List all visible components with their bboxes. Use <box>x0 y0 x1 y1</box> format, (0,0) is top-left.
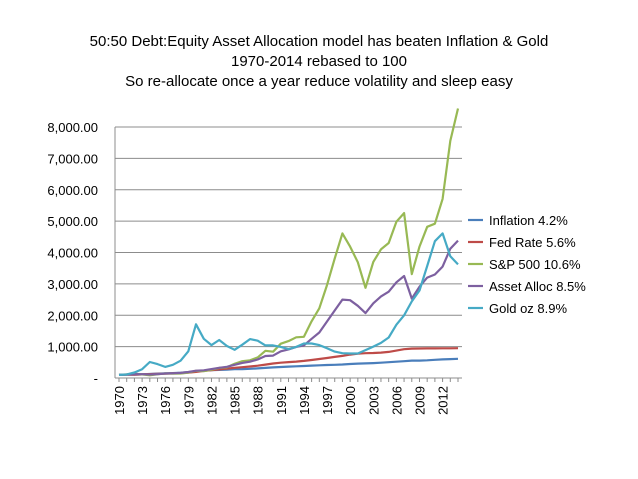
x-tick-label: 2003 <box>366 386 381 415</box>
y-tick-label: 5,000.00 <box>47 214 98 229</box>
x-tick-label: 1970 <box>112 386 127 415</box>
legend-label: Gold oz 8.9% <box>489 301 567 316</box>
x-tick-label: 1982 <box>204 386 219 415</box>
x-tick-label: 1988 <box>251 386 266 415</box>
x-tick-label: 1976 <box>158 386 173 415</box>
legend-label: S&P 500 10.6% <box>489 257 581 272</box>
y-tick-label: 6,000.00 <box>47 183 98 198</box>
x-tick-label: 2009 <box>412 386 427 415</box>
series-lines <box>118 108 460 377</box>
x-tick-label: 1994 <box>297 386 312 415</box>
x-tick-label: 2006 <box>389 386 404 415</box>
x-tick-label: 1985 <box>228 386 243 415</box>
y-tick-label: 8,000.00 <box>47 120 98 135</box>
x-tick-label: 1991 <box>274 386 289 415</box>
y-tick-label: 1,000.00 <box>47 340 98 355</box>
x-tick-label: 1997 <box>320 386 335 415</box>
y-tick-label: 7,000.00 <box>47 151 98 166</box>
legend: Inflation 4.2% Fed Rate 5.6% S&P 500 10.6%… <box>468 213 586 316</box>
chart-title-line-2: 1970-2014 rebased to 100 <box>231 53 407 70</box>
y-tick-labels: - 1,000.00 2,000.00 3,000.00 4,000.00 5,000.0… <box>47 120 98 386</box>
axes <box>114 127 462 382</box>
x-tick-label: 2000 <box>343 386 358 415</box>
chart-title-line-3: So re-allocate once a year reduce volati… <box>125 73 513 90</box>
gridlines <box>115 126 462 348</box>
legend-label: Asset Alloc 8.5% <box>489 279 586 294</box>
y-tick-label: 2,000.00 <box>47 308 98 323</box>
x-tick-label: 1973 <box>135 386 150 415</box>
y-tick-label: - <box>94 371 98 386</box>
y-tick-label: 3,000.00 <box>47 277 98 292</box>
x-tick-label: 1979 <box>181 386 196 415</box>
chart-title-line-1: 50:50 Debt:Equity Asset Allocation model… <box>89 33 549 50</box>
x-tick-label: 2012 <box>436 386 451 415</box>
y-tick-label: 4,000.00 <box>47 246 98 261</box>
legend-label: Inflation 4.2% <box>489 213 568 228</box>
legend-label: Fed Rate 5.6% <box>489 235 576 250</box>
series-line <box>118 232 459 376</box>
x-tick-labels: 1970 1973 1976 1979 1982 1985 1988 1991 1994 1997… <box>112 386 451 415</box>
series-line <box>118 108 460 377</box>
